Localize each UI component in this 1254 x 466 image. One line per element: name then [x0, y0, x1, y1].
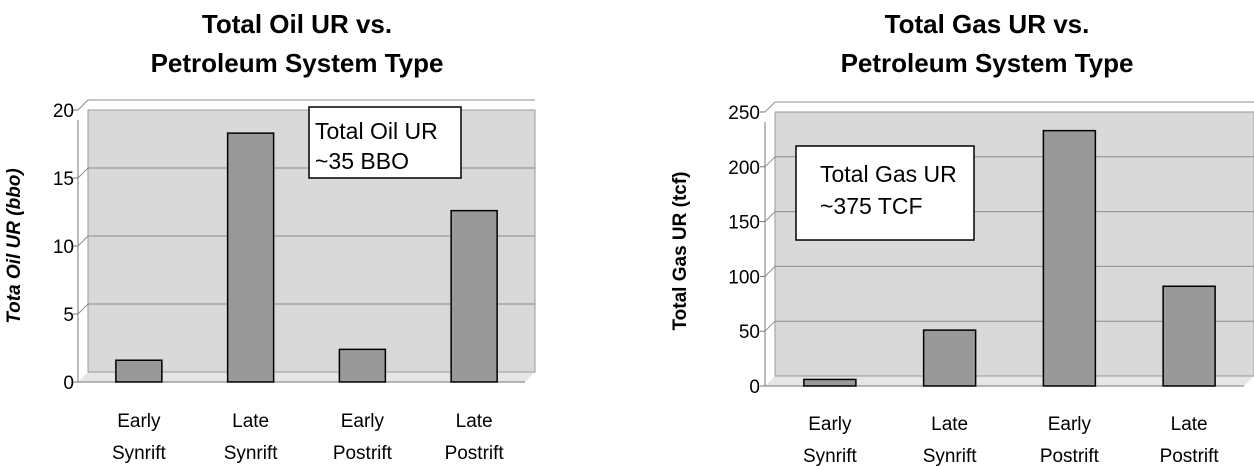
gas-y-tick-label: 100 — [728, 267, 760, 288]
oil-chart: Total Oil UR vs. Petroleum System Type T… — [4, 9, 536, 464]
oil-chart-title-line-1: Total Oil UR vs. — [202, 9, 392, 39]
gas-x-category-label: Synrift — [923, 446, 978, 466]
oil-annotation-line-1: Total Oil UR — [315, 118, 438, 144]
oil-annotation-box — [308, 106, 462, 179]
oil-x-category-label: Early — [117, 411, 161, 432]
oil-y-tick-label: 0 — [63, 373, 74, 394]
gas-annotation-line-1: Total Gas UR — [820, 161, 957, 187]
gas-x-category-label: Late — [931, 414, 968, 435]
gas-x-category-label: Early — [808, 414, 852, 435]
oil-annotation-line-2: ~35 BBO — [315, 148, 409, 174]
oil-plot-floor — [78, 372, 535, 382]
gas-x-category-label: Postrift — [1160, 446, 1220, 466]
gas-chart-title-line-2: Petroleum System Type — [841, 48, 1134, 78]
gas-chart-annotation: Total Gas UR ~375 TCF — [795, 145, 975, 241]
gas-y-tick-label: 0 — [749, 377, 760, 398]
gas-y-tick-label: 50 — [739, 322, 760, 343]
oil-chart-y-axis-label: Tota Oil UR (bbo) — [4, 168, 25, 324]
gas-bar-1 — [803, 378, 857, 387]
oil-chart-annotation: Total Oil UR ~35 BBO — [308, 106, 462, 179]
gas-bar-3 — [1042, 129, 1097, 387]
gas-gridline-side — [764, 156, 776, 168]
oil-gridline-side — [77, 99, 89, 111]
gas-chart-title-line-1: Total Gas UR vs. — [885, 9, 1090, 39]
gas-plot-floor — [765, 376, 1254, 386]
oil-bar-2 — [226, 132, 275, 383]
oil-y-tick-label: 5 — [63, 305, 74, 326]
oil-x-category-label: Late — [456, 411, 493, 432]
gas-annotation-box — [795, 145, 975, 241]
gas-chart-y-axis-label: Total Gas UR (tcf) — [670, 171, 691, 330]
oil-chart-plot-area: 0 5 10 15 20 Early Synrift Late Synrift Early Post… — [53, 99, 536, 464]
oil-gridline-side — [77, 235, 89, 247]
oil-gridline-side — [77, 167, 89, 179]
oil-bar-4 — [450, 209, 498, 383]
gas-chart: Total Gas UR vs. Petroleum System Type T… — [670, 9, 1254, 466]
gas-gridline-side — [764, 101, 776, 113]
oil-x-category-label: Synrift — [112, 443, 167, 464]
oil-bar-1 — [115, 359, 163, 383]
oil-chart-title-line-2: Petroleum System Type — [151, 48, 444, 78]
oil-gridline-side — [77, 303, 89, 315]
gas-x-category-label: Early — [1048, 414, 1092, 435]
gas-gridline-side — [764, 320, 776, 332]
gas-gridline-side — [764, 211, 776, 222]
gas-x-category-label: Synrift — [803, 446, 858, 466]
gas-gridline-side — [764, 266, 776, 277]
gas-y-tick-label: 200 — [728, 158, 760, 179]
oil-y-tick-label: 15 — [53, 169, 74, 190]
oil-x-category-label: Postrift — [333, 443, 393, 464]
gas-annotation-line-2: ~375 TCF — [820, 193, 923, 219]
gas-x-category-label: Postrift — [1040, 446, 1100, 466]
oil-x-category-label: Synrift — [224, 443, 279, 464]
oil-x-category-label: Postrift — [445, 443, 505, 464]
oil-x-category-label: Early — [341, 411, 385, 432]
oil-y-tick-label: 20 — [53, 101, 74, 122]
gas-bar-4 — [1162, 285, 1216, 387]
oil-y-tick-label: 10 — [53, 237, 74, 258]
oil-bar-3 — [338, 348, 387, 383]
oil-x-category-label: Late — [232, 411, 269, 432]
gas-y-tick-label: 250 — [728, 103, 760, 124]
gas-y-tick-label: 150 — [728, 213, 760, 234]
gas-bar-2 — [922, 329, 977, 387]
gas-x-category-label: Late — [1171, 414, 1208, 435]
